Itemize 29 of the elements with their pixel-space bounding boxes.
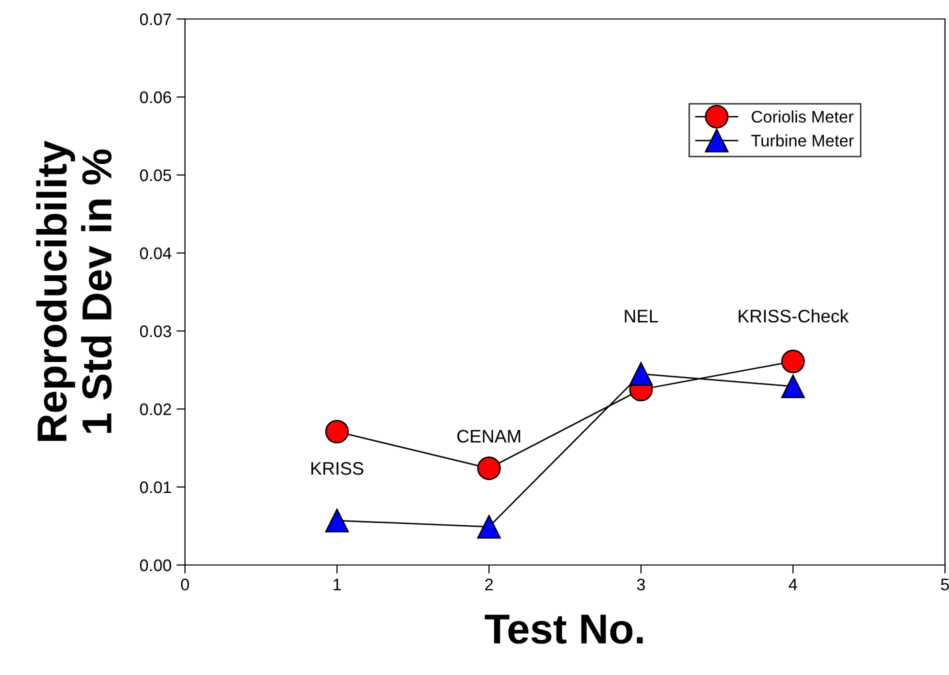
legend-label: Coriolis Meter (752, 110, 854, 123)
y-tick-label: 0.03 (140, 325, 172, 338)
point (477, 514, 501, 539)
point (325, 420, 349, 444)
legend-label: Turbine Meter (751, 134, 854, 147)
point (325, 508, 349, 532)
annotation: KRISS-Check (738, 309, 849, 323)
x-tick-label: 5 (941, 578, 949, 590)
x-tick-label: 0 (181, 578, 189, 590)
annotation: NEL (624, 310, 658, 322)
annotation: KRISS (311, 462, 364, 475)
point (781, 374, 805, 398)
x-axis-title: Test No. (484, 614, 643, 644)
point (477, 456, 501, 480)
x-tick-label: 4 (788, 578, 798, 590)
y-axis-title: Reproducibility 1 Std Dev in % (36, 140, 112, 441)
x-tick-label: 3 (637, 578, 645, 590)
y-tick-label: 0.00 (140, 559, 172, 572)
y-tick-label: 0.05 (140, 169, 172, 182)
x-tick-label: 1 (334, 578, 341, 590)
y-tick-label: 0.02 (140, 403, 171, 416)
y-tick-label: 0.06 (140, 91, 172, 104)
x-tick-label: 2 (485, 578, 493, 590)
point (629, 362, 653, 386)
point (781, 350, 805, 374)
y-tick-label: 0.01 (140, 481, 171, 494)
y-tick-label: 0.04 (140, 247, 172, 260)
annotation: CENAM (457, 430, 520, 443)
y-tick-label: 0.07 (140, 13, 171, 26)
